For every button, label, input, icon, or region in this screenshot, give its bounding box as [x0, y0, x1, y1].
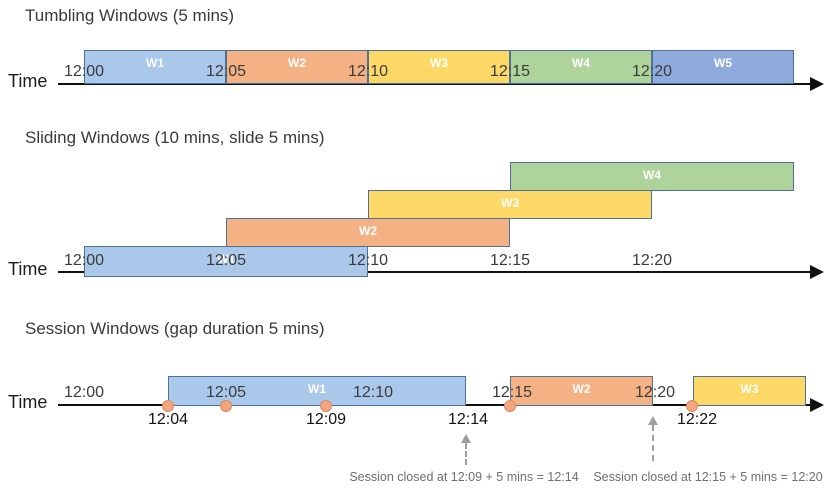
- session-tick-12-15: 12:15: [491, 384, 533, 401]
- session-window-w2: W2: [510, 376, 653, 406]
- sliding-time-axis: [58, 271, 810, 273]
- event-label-12-09: 12:09: [305, 411, 347, 428]
- tumbling-window-w2: W2: [226, 50, 368, 84]
- session-tick-12-05: 12:05: [205, 384, 247, 401]
- event-label-12-14: 12:14: [447, 411, 489, 428]
- event-dot-12-05: [220, 400, 232, 412]
- tumbling-tick-12-15: 12:15: [489, 63, 531, 80]
- tumbling-tick-12-20: 12:20: [631, 63, 673, 80]
- tumbling-title: Tumbling Windows (5 mins): [25, 6, 235, 25]
- window-label: W1: [308, 382, 326, 396]
- annotation-dashed-line: [652, 425, 654, 461]
- tumbling-window-w1: W1: [84, 50, 226, 84]
- window-label: W2: [359, 224, 377, 238]
- sliding-window-w1: W1: [84, 246, 368, 277]
- window-label: W3: [740, 382, 759, 396]
- event-dot-12-22: [686, 400, 698, 412]
- arrow-up-icon: [461, 434, 471, 443]
- window-label: W2: [288, 56, 306, 70]
- sliding-tick-12-20: 12:20: [631, 252, 673, 269]
- sliding-window-w3: W3: [368, 190, 652, 219]
- arrow-right-icon: [810, 398, 824, 412]
- session-closed-annotation-2: Session closed at 12:15 + 5 mins = 12:20: [593, 470, 823, 484]
- event-dot-12-04: [162, 400, 174, 412]
- session-tick-12-20: 12:20: [634, 384, 676, 401]
- arrow-right-icon: [810, 77, 824, 91]
- arrow-right-icon: [810, 265, 824, 279]
- sliding-tick-12-10: 12:10: [347, 252, 389, 269]
- sliding-tick-12-00: 12:00: [63, 252, 105, 269]
- sliding-window-w2: W2: [226, 218, 510, 247]
- session-window-w3: W3: [693, 376, 806, 406]
- session-tick-12-00: 12:00: [63, 384, 105, 401]
- tumbling-tick-12-10: 12:10: [347, 63, 389, 80]
- window-label: W4: [643, 168, 661, 182]
- window-label: W1: [146, 56, 164, 70]
- tumbling-window-w4: W4: [510, 50, 652, 84]
- sliding-time-axis-label: Time: [8, 259, 48, 279]
- tumbling-window-w3: W3: [368, 50, 510, 84]
- tumbling-window-w5: W5: [652, 50, 794, 84]
- annotation-dashed-line: [465, 443, 467, 465]
- tumbling-tick-12-05: 12:05: [205, 63, 247, 80]
- sliding-title: Sliding Windows (10 mins, slide 5 mins): [25, 128, 325, 147]
- window-label: W3: [501, 196, 519, 210]
- session-title: Session Windows (gap duration 5 mins): [25, 319, 325, 338]
- event-label-12-22: 12:22: [676, 411, 718, 428]
- sliding-tick-12-15: 12:15: [489, 252, 531, 269]
- sliding-tick-12-05: 12:05: [205, 252, 247, 269]
- window-label: W3: [430, 56, 448, 70]
- window-label: W5: [714, 56, 732, 70]
- tumbling-time-axis-label: Time: [8, 71, 48, 91]
- window-label: W1: [217, 252, 235, 266]
- event-label-12-04: 12:04: [147, 411, 189, 428]
- tumbling-time-axis: [58, 83, 810, 85]
- sliding-window-w4: W4: [510, 162, 794, 191]
- window-label: W4: [572, 56, 590, 70]
- event-dot-12-09: [320, 400, 332, 412]
- session-time-axis-label: Time: [8, 392, 48, 412]
- session-tick-12-10: 12:10: [352, 384, 394, 401]
- window-label: W2: [572, 382, 591, 396]
- session-window-w1: W1: [168, 376, 466, 406]
- session-closed-annotation-1: Session closed at 12:09 + 5 mins = 12:14: [349, 470, 579, 484]
- tumbling-tick-12-00: 12:00: [63, 63, 105, 80]
- arrow-up-icon: [648, 416, 658, 425]
- event-dot-12-15: [504, 400, 516, 412]
